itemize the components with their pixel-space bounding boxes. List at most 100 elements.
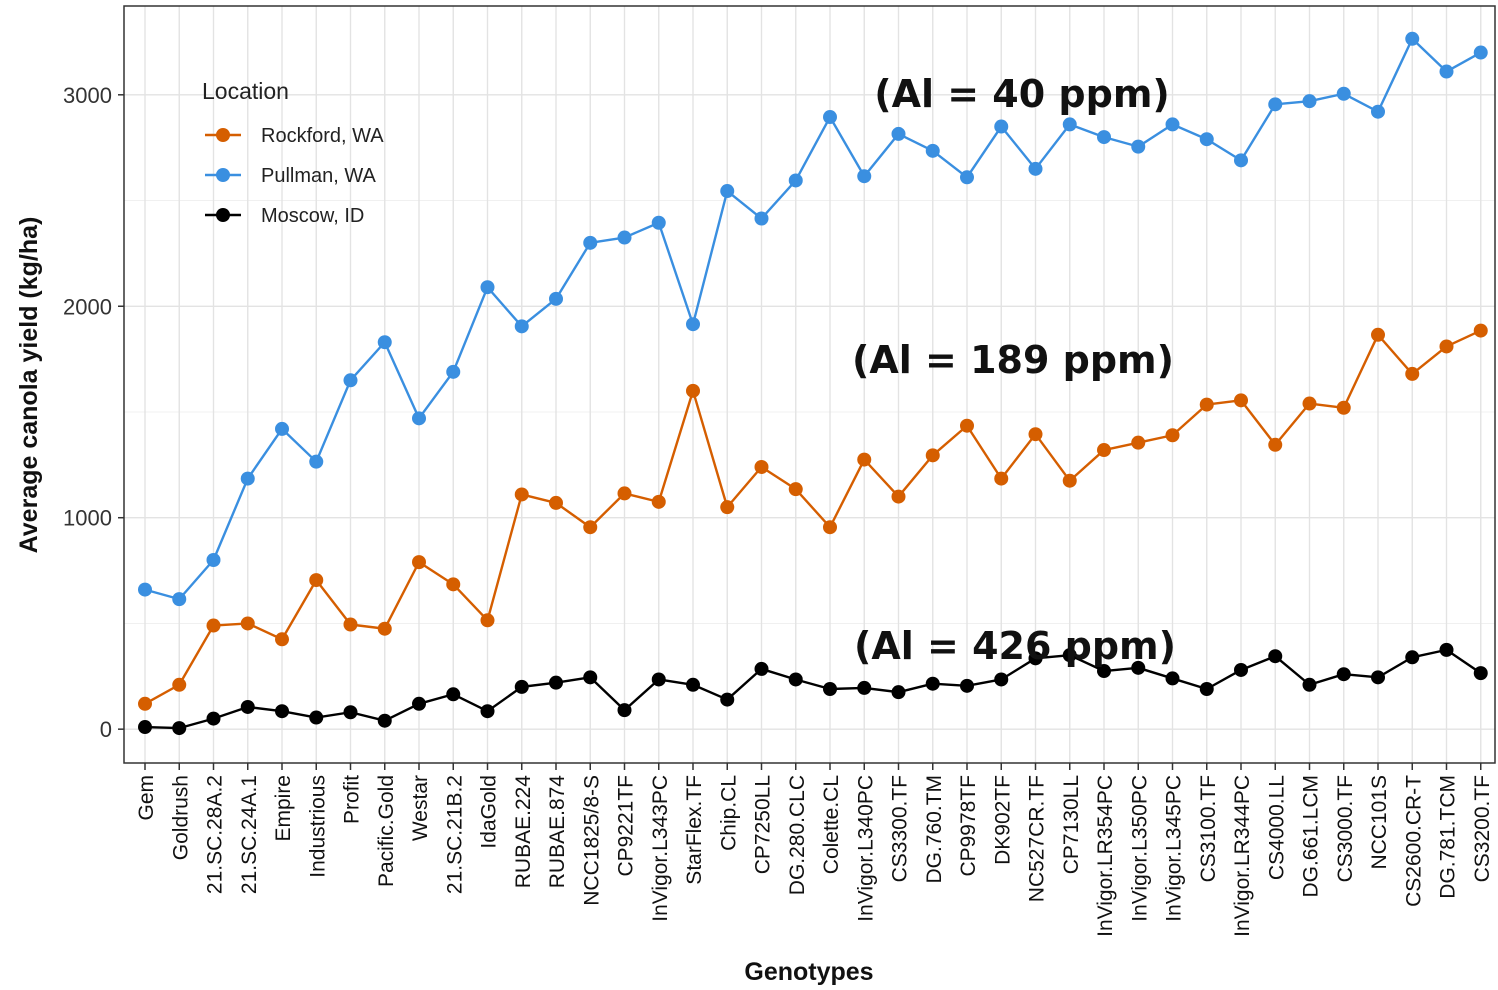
legend-key-point — [216, 128, 230, 142]
data-point — [823, 520, 837, 535]
data-point — [1234, 393, 1248, 408]
data-point — [1097, 443, 1111, 458]
data-point — [686, 383, 700, 398]
data-point — [720, 184, 735, 199]
grid-lines — [124, 6, 1495, 763]
data-point — [240, 699, 255, 714]
data-point — [446, 687, 461, 702]
data-point — [172, 721, 187, 736]
data-point — [1336, 667, 1351, 682]
data-point — [1439, 339, 1454, 354]
data-point — [754, 459, 769, 474]
x-tick-label: RUBAE.874 — [546, 775, 569, 889]
x-tick-label: Westar — [409, 775, 432, 841]
x-tick-label: DG.781.TCM — [1437, 775, 1460, 899]
data-point — [1199, 132, 1214, 147]
legend-entry: Rockford, WA — [205, 125, 384, 147]
data-point — [754, 211, 769, 226]
x-tick-label: 21.SC.21B.2 — [443, 775, 466, 894]
series-layer — [138, 31, 1488, 736]
data-point — [343, 373, 358, 388]
data-point — [1405, 31, 1420, 46]
data-point — [138, 720, 152, 735]
data-point — [1405, 650, 1420, 665]
data-point — [891, 685, 906, 700]
data-point — [412, 555, 426, 570]
data-point — [1336, 400, 1351, 415]
y-axis-title: Average canola yield (kg/ha) — [15, 217, 43, 554]
data-point — [1028, 161, 1043, 176]
data-point — [240, 471, 255, 486]
y-tick-label: 2000 — [63, 294, 112, 319]
data-point — [1062, 648, 1077, 663]
x-tick-label: InVigor.LR354PC — [1094, 775, 1117, 937]
data-point — [1302, 94, 1317, 109]
data-point — [651, 672, 666, 687]
x-tick-label: CS2600.CR-T — [1402, 775, 1425, 907]
data-point — [1336, 86, 1351, 101]
data-point — [1439, 642, 1454, 657]
data-point — [412, 411, 426, 426]
y-tick-label: 0 — [100, 717, 112, 742]
x-tick-label: CP9221TF — [615, 775, 638, 877]
data-point — [1234, 662, 1248, 677]
x-tick-label: NCC101S — [1368, 775, 1391, 870]
data-point — [514, 487, 529, 502]
legend-label: Moscow, ID — [261, 205, 364, 227]
data-point — [480, 613, 495, 628]
series-rockford-wa — [138, 323, 1488, 711]
x-tick-label: IdaGold — [478, 775, 501, 849]
data-point — [925, 143, 940, 158]
data-point — [857, 452, 872, 467]
data-point — [1268, 649, 1283, 664]
data-point — [720, 500, 735, 515]
x-tick-label: NC527CR.TF — [1026, 775, 1049, 902]
data-point — [1199, 681, 1214, 696]
data-point — [617, 703, 632, 718]
data-point — [275, 632, 289, 647]
data-point — [651, 215, 666, 230]
data-point — [788, 173, 803, 188]
data-point — [309, 573, 324, 588]
data-point — [994, 672, 1009, 687]
data-point — [1199, 397, 1214, 412]
x-tick-label: Pacific.Gold — [375, 775, 398, 887]
x-tick-label: CS3200.TF — [1471, 775, 1494, 882]
data-point — [138, 582, 152, 597]
data-point — [891, 489, 906, 504]
data-point — [206, 711, 221, 726]
data-point — [1371, 104, 1385, 119]
data-point — [1062, 117, 1077, 132]
series-pullman-wa — [138, 31, 1488, 607]
data-point — [1097, 664, 1111, 679]
annotation-al-40: (Al = 40 ppm) — [874, 72, 1170, 116]
legend-label: Pullman, WA — [261, 165, 377, 187]
data-point — [1371, 670, 1385, 685]
data-point — [377, 335, 392, 350]
data-point — [925, 448, 940, 463]
series-line — [144, 648, 1482, 730]
data-point — [994, 119, 1009, 134]
data-point — [925, 676, 940, 691]
x-tick-label: DG.661.LCM — [1300, 775, 1323, 898]
data-point — [960, 678, 974, 693]
x-tick-label: CS3000.TF — [1334, 775, 1357, 882]
data-point — [480, 704, 495, 719]
data-point — [960, 418, 974, 433]
x-tick-label: Gem — [135, 775, 158, 821]
data-point — [651, 494, 666, 509]
data-point — [960, 170, 974, 185]
data-point — [1473, 666, 1488, 681]
x-tick-label: InVigor.L340PC — [854, 775, 877, 922]
x-tick-label: StarFlex.TF — [683, 775, 706, 885]
series-line — [144, 329, 1482, 705]
legend-entry: Pullman, WA — [205, 165, 377, 187]
data-point — [1268, 97, 1283, 112]
data-point — [1131, 435, 1146, 450]
data-point — [377, 713, 392, 728]
legend-label: Rockford, WA — [261, 125, 384, 147]
data-point — [206, 618, 221, 633]
legend-title: Location — [202, 78, 289, 104]
x-tick-label: CP9978TF — [957, 775, 980, 877]
